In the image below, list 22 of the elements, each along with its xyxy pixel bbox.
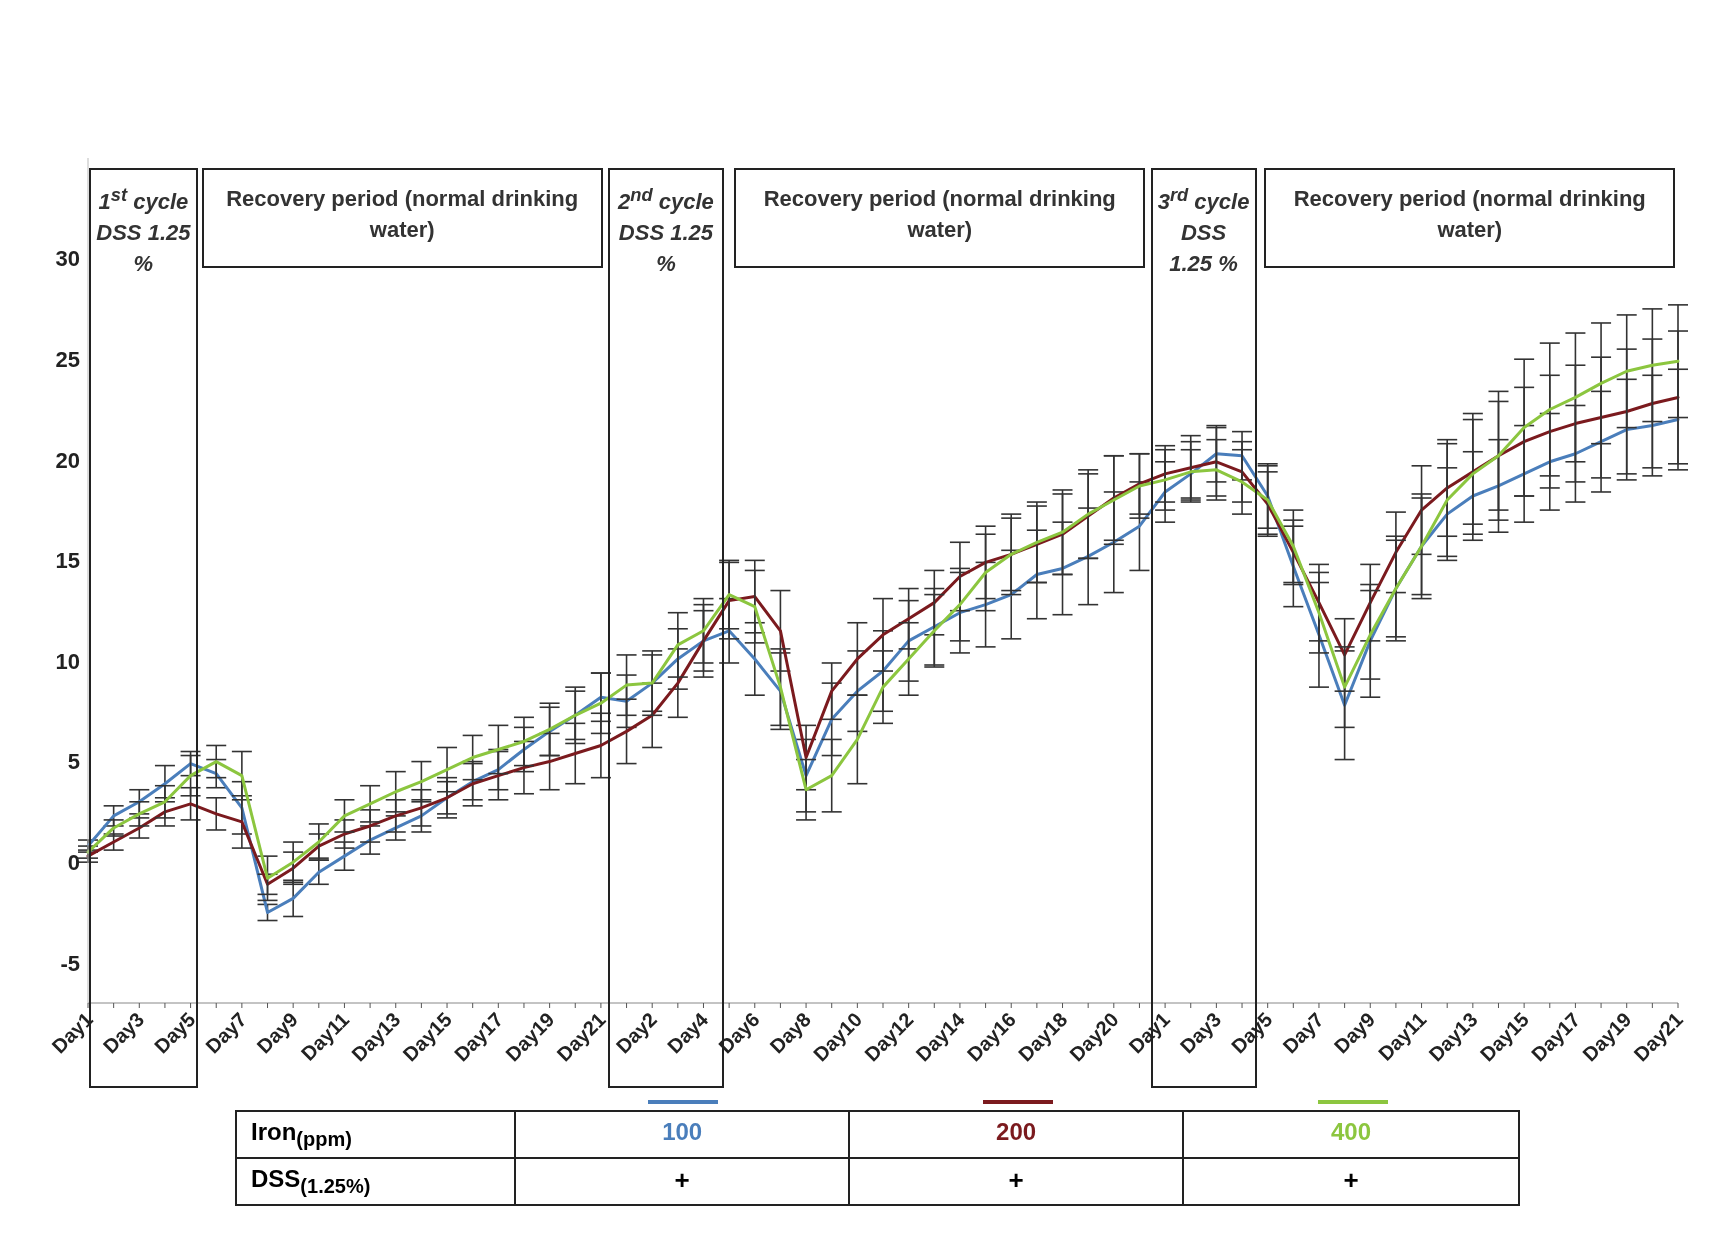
y-tick-label: -5 xyxy=(60,950,80,976)
legend-title: Iron$_{(ppm)}$ xyxy=(237,1112,517,1157)
annotation: 2$^{nd}$ cycle DSS 1.25 % xyxy=(618,184,714,276)
y-tick-label: 10 xyxy=(55,648,80,674)
annotation: Recovery period (normal drinking water) xyxy=(226,186,579,242)
y-tick-label: 20 xyxy=(55,447,80,473)
annotation: Recovery period (normal drinking water) xyxy=(1293,186,1646,242)
annotation: 1$^{st}$ cycle DSS 1.25 % xyxy=(96,184,191,276)
y-tick-label: 25 xyxy=(55,347,80,372)
y-tick-label: 15 xyxy=(55,548,80,574)
y-tick-label: 0 xyxy=(67,849,80,875)
legend-label: 400 xyxy=(1330,1117,1373,1147)
annotation: Recovery period (normal drinking water) xyxy=(763,186,1116,242)
y-tick-label: 30 xyxy=(55,246,80,272)
text: + xyxy=(850,1158,1185,1204)
text: + xyxy=(516,1158,851,1204)
text: + xyxy=(1342,1163,1360,1197)
legend-label: 200 xyxy=(850,1112,1185,1157)
legend-label: 100 xyxy=(516,1112,851,1157)
text: DSS$_{(1.25%)}$ xyxy=(237,1158,517,1204)
annotation: 3$^{rd}$ cycle DSS 1.25 % xyxy=(1157,184,1250,276)
y-tick-label: 5 xyxy=(67,749,80,775)
